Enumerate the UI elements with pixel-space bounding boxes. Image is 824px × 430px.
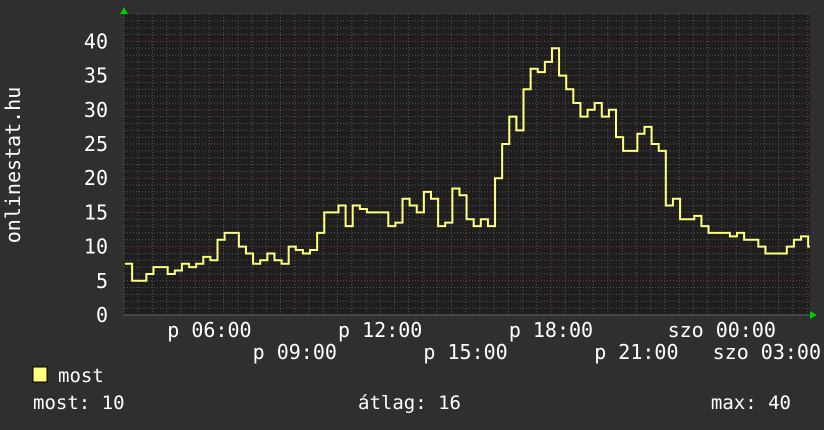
- y-tick-label: 20: [84, 166, 108, 190]
- stat-max: max: 40: [711, 392, 791, 414]
- x-tick-label: p 12:00: [338, 318, 422, 342]
- y-tick-label: 15: [84, 200, 108, 224]
- x-tick-label: p 09:00: [253, 340, 337, 364]
- legend-swatch: [32, 366, 48, 383]
- y-axis-arrow-icon: [120, 7, 128, 14]
- stat-average: átlag: 16: [358, 392, 461, 414]
- x-tick-label: szo 03:00: [713, 340, 821, 364]
- y-tick-label: 35: [84, 64, 108, 88]
- y-axis-label: onlinestat.hu: [1, 87, 25, 244]
- y-axis-ticks: 0 5 10 15 20 25 30 35 40: [84, 29, 108, 327]
- y-tick-label: 30: [84, 98, 108, 122]
- y-tick-label: 10: [84, 235, 108, 259]
- y-tick-label: 25: [84, 132, 108, 156]
- x-tick-label: p 18:00: [509, 318, 593, 342]
- legend-label: most: [58, 365, 104, 387]
- y-tick-label: 5: [96, 269, 108, 293]
- x-axis-ticks: p 06:00p 09:00p 12:00p 15:00p 18:00p 21:…: [167, 318, 821, 364]
- y-tick-label: 0: [96, 303, 108, 327]
- series-most: [124, 47, 810, 282]
- y-tick-label: 40: [84, 29, 108, 53]
- x-axis-arrow-icon: [810, 311, 817, 319]
- x-tick-label: szo 00:00: [668, 318, 776, 342]
- x-tick-label: p 06:00: [167, 318, 251, 342]
- stat-current: most: 10: [33, 392, 125, 414]
- x-tick-label: p 21:00: [594, 340, 678, 364]
- x-tick-label: p 15:00: [423, 340, 507, 364]
